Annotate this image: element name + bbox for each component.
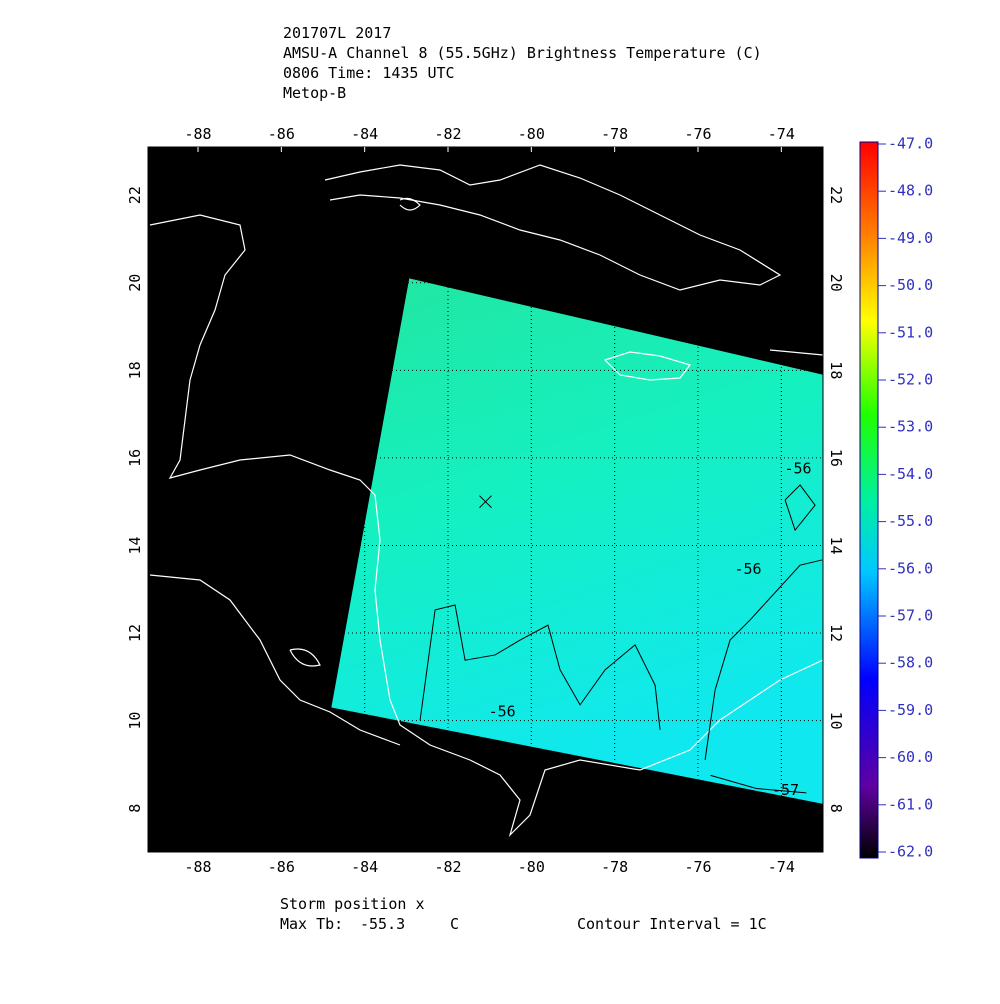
colorbar-tick-label: -47.0 xyxy=(888,135,933,153)
y-tick-label: 18 xyxy=(126,361,144,379)
colorbar-tick-label: -60.0 xyxy=(888,748,933,766)
y-tick-label: 16 xyxy=(827,449,845,467)
colorbar-tick-label: -56.0 xyxy=(888,559,933,577)
x-tick-label: -78 xyxy=(601,125,628,143)
colorbar-tick-label: -54.0 xyxy=(888,465,933,483)
x-tick-label: -84 xyxy=(351,125,378,143)
max-tb-value: -55.3 xyxy=(360,915,405,933)
x-tick-label: -84 xyxy=(351,858,378,876)
colorbar-tick-label: -59.0 xyxy=(888,701,933,719)
header: 201707L 2017 AMSU-A Channel 8 (55.5GHz) B… xyxy=(283,24,762,102)
x-tick-label: -82 xyxy=(434,125,461,143)
cuba-coast xyxy=(324,164,782,291)
x-tick-label: -82 xyxy=(434,858,461,876)
contour-label: -56 xyxy=(734,560,761,578)
y-tick-label: 8 xyxy=(827,804,845,813)
colorbar-axis: -47.0 -48.0 -49.0 -50.0 -51.0 -52.0 -53.0 -54.0… xyxy=(878,135,933,861)
map-frame xyxy=(147,146,824,853)
y-tick-label: 16 xyxy=(126,449,144,467)
contour-interval: Contour Interval = 1C xyxy=(577,915,767,933)
x-tick-label: -78 xyxy=(601,858,628,876)
colorbar-tick-label: -48.0 xyxy=(888,182,933,200)
contour-label: -56 xyxy=(489,702,516,720)
y-tick-label: 12 xyxy=(126,624,144,642)
y-tick-label: 20 xyxy=(126,274,144,292)
max-tb-label: Max Tb: xyxy=(280,915,343,933)
y-tick-label: 18 xyxy=(827,361,845,379)
swath xyxy=(331,278,823,804)
storm-marker xyxy=(479,495,492,509)
y-tick-label: 20 xyxy=(827,274,845,292)
colorbar-tick-label: -51.0 xyxy=(888,323,933,341)
central-america-coast xyxy=(149,214,823,838)
x-tick-label: -88 xyxy=(184,125,211,143)
x-tick-label: -86 xyxy=(268,858,295,876)
contour-line xyxy=(419,604,661,730)
header-line: 0806 Time: 1435 UTC xyxy=(283,64,455,82)
max-tb-unit: C xyxy=(450,915,459,933)
hispaniola-coast xyxy=(769,349,823,356)
jamaica-coast xyxy=(603,351,692,381)
header-line: 201707L 2017 xyxy=(283,24,391,42)
colorbar-tick-label: -58.0 xyxy=(888,654,933,672)
x-tick-label: -76 xyxy=(684,858,711,876)
y-tick-label: 10 xyxy=(827,712,845,730)
x-tick-label: -80 xyxy=(518,858,545,876)
contour-line xyxy=(704,559,823,761)
contour-line xyxy=(784,484,816,532)
colorbar-tick-label: -61.0 xyxy=(888,795,933,813)
y-tick-label: 12 xyxy=(827,624,845,642)
x-tick-label: -76 xyxy=(684,125,711,143)
coastlines xyxy=(149,164,823,838)
lake-nicaragua xyxy=(289,648,321,667)
x-tick-label: -80 xyxy=(518,125,545,143)
colorbar xyxy=(859,141,879,859)
x-tick-label: -74 xyxy=(768,125,795,143)
y-tick-label: 10 xyxy=(126,712,144,730)
colorbar-tick-label: -55.0 xyxy=(888,512,933,530)
y-tick-label: 22 xyxy=(126,186,144,204)
header-line: Metop-B xyxy=(283,84,346,102)
x-tick-label: -86 xyxy=(268,125,295,143)
y-tick-label: 14 xyxy=(827,536,845,554)
colorbar-tick-label: -50.0 xyxy=(888,276,933,294)
colorbar-tick-label: -52.0 xyxy=(888,371,933,389)
colorbar-tick-label: -49.0 xyxy=(888,229,933,247)
x-tick-label: -88 xyxy=(184,858,211,876)
colorbar-tick-label: -53.0 xyxy=(888,418,933,436)
contour-label: -56 xyxy=(784,459,811,477)
colorbar-tick-label: -62.0 xyxy=(888,843,933,861)
pacific-coast xyxy=(149,574,401,746)
colorbar-tick-label: -57.0 xyxy=(888,607,933,625)
x-tick-label: -74 xyxy=(768,858,795,876)
contour-label: -57 xyxy=(772,781,799,799)
y-tick-label: 14 xyxy=(126,536,144,554)
isle-of-youth xyxy=(399,197,421,211)
contour-line xyxy=(710,774,807,794)
y-tick-label: 8 xyxy=(126,804,144,813)
storm-position-label: Storm position x xyxy=(280,895,425,913)
y-tick-label: 22 xyxy=(827,186,845,204)
header-line: AMSU-A Channel 8 (55.5GHz) Brightness Te… xyxy=(283,44,762,62)
map: -56 -56 -56 -57 xyxy=(149,164,823,838)
